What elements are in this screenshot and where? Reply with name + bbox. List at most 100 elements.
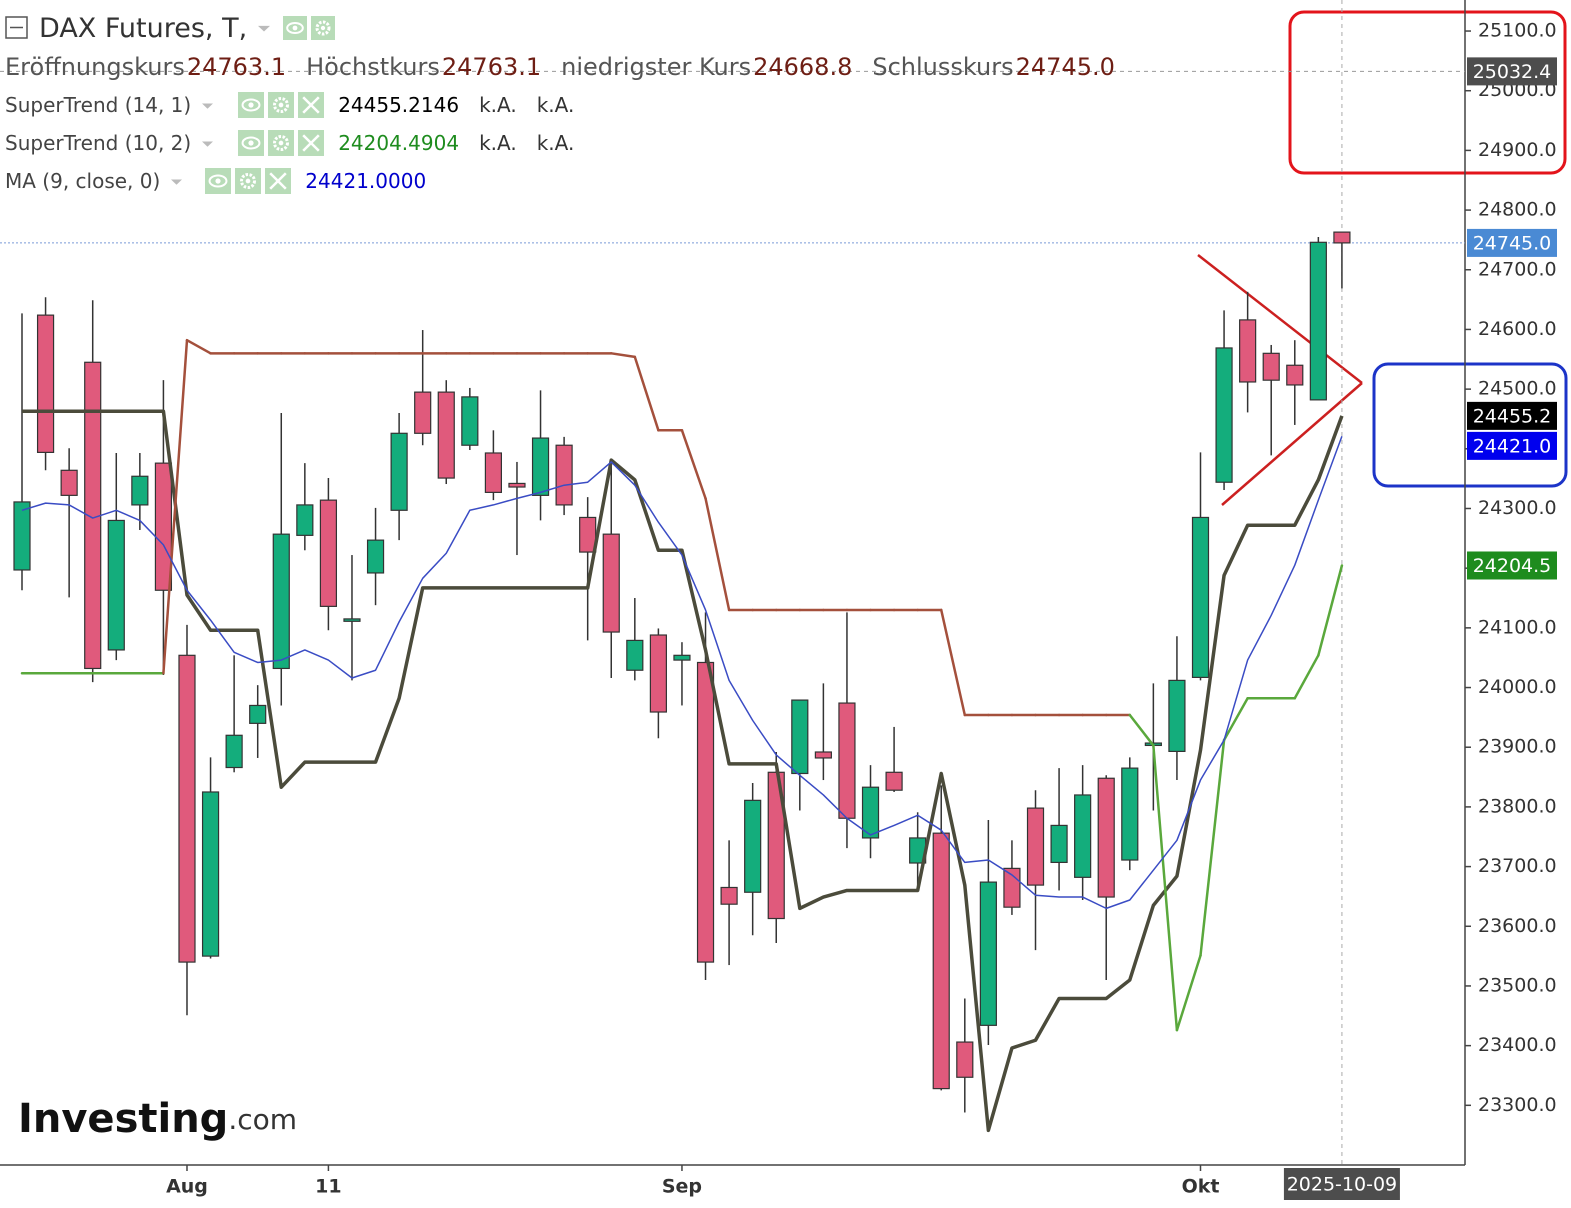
close-icon[interactable] [298, 92, 325, 118]
quote-value: 24745.0 [1015, 53, 1115, 81]
candle-body [861, 786, 880, 839]
price-badge-bg [1467, 228, 1557, 257]
candle-body [272, 533, 290, 670]
dropdown-caret[interactable] [170, 175, 183, 188]
indicator-segment [1317, 564, 1344, 657]
price-badge-bg [1467, 401, 1557, 430]
candle-body [154, 462, 173, 591]
chart-title: DAX Futures, T, [39, 12, 248, 44]
collapse-icon[interactable] [5, 16, 29, 40]
candle-body [579, 516, 597, 553]
icon-shape [286, 21, 304, 35]
candle-body [437, 391, 455, 479]
candle-body [1050, 824, 1068, 864]
candle-body [508, 482, 526, 488]
indicator-value: 24204.4904 [338, 131, 460, 155]
candle-body [1262, 352, 1280, 381]
annotation-line [1221, 382, 1363, 506]
candle-body [814, 751, 832, 759]
eye-icon[interactable] [283, 16, 308, 40]
quote-name: Schlusskurs [872, 53, 1014, 81]
y-tick-label: 23600.0 [1478, 915, 1557, 937]
gear-icon[interactable] [268, 92, 295, 118]
crosshair-badge-text: 25032.4 [1473, 61, 1552, 83]
candle-body [696, 661, 715, 963]
eye-icon[interactable] [238, 130, 265, 156]
x-tick-label: Okt [1182, 1176, 1220, 1198]
price-badge: 24745.0 [1467, 228, 1557, 257]
indicator-line [21, 436, 1343, 910]
candle-body [1191, 516, 1210, 678]
candle-body [649, 634, 667, 713]
price-badge: 24204.5 [1467, 551, 1557, 580]
quote-name: Eröffnungskurs [5, 53, 185, 81]
icon-shape [248, 102, 254, 108]
candle-body [838, 702, 856, 819]
dropdown-caret[interactable] [201, 137, 214, 150]
indicator-value: 24421.0000 [305, 169, 427, 193]
y-tick-label: 25100.0 [1478, 20, 1557, 42]
price-badge: 24421.0 [1467, 431, 1557, 460]
dropdown-caret[interactable] [257, 21, 271, 35]
indicator-row: SuperTrend (14, 1) 24455.2146 k.A. k.A. [5, 86, 1115, 124]
candle-body [531, 437, 550, 496]
y-tick-label: 24000.0 [1478, 676, 1557, 698]
x-tick-label: Sep [662, 1176, 702, 1198]
quote-name: niedrigster Kurs [561, 53, 752, 81]
x-tick-label: 11 [315, 1176, 341, 1198]
indicator-segment [1293, 654, 1320, 700]
candle-body [107, 519, 125, 651]
icon-shape [278, 102, 284, 108]
candle-body [744, 799, 762, 893]
icon-shape [208, 174, 228, 188]
candle-body [1215, 347, 1233, 483]
caret-shape [171, 179, 183, 185]
candle-body [343, 618, 361, 622]
indicator-icons [238, 92, 328, 118]
candle-body [1026, 807, 1045, 886]
candle-body [296, 504, 314, 536]
gear-icon[interactable] [268, 130, 295, 156]
close-icon[interactable] [265, 168, 292, 194]
caret-shape [202, 141, 214, 147]
annotation-line [1197, 254, 1363, 384]
indicator-na: k.A. [479, 93, 517, 117]
header: DAX Futures, T, Eröffnungskurs 24763.1 Höc… [5, 8, 1115, 200]
candle-body [414, 391, 432, 434]
price-badge-text: 24421.0 [1473, 435, 1552, 457]
price-badge-bg [1467, 431, 1557, 460]
indicator-icons [205, 168, 295, 194]
indicator-row: SuperTrend (10, 2) 24204.4904 k.A. k.A. [5, 124, 1115, 162]
price-badge-text: 24204.5 [1473, 555, 1552, 577]
y-tick-label: 23400.0 [1478, 1034, 1557, 1056]
candle-body [60, 469, 78, 496]
crosshair-badge-bg [1467, 57, 1557, 86]
candle-body [201, 791, 220, 957]
icon-shape [273, 135, 290, 151]
candle-body [461, 396, 479, 446]
y-tick-label: 23700.0 [1478, 855, 1557, 877]
indicator-segment [1128, 713, 1155, 747]
candle-body [885, 771, 903, 791]
candle-body [555, 444, 573, 506]
gear-icon[interactable] [235, 168, 262, 194]
candle-body [484, 452, 502, 493]
watermark-main: Investing [18, 1096, 228, 1142]
icon-shape [245, 178, 251, 184]
candle-body [319, 499, 338, 607]
indicator-segment [185, 338, 212, 355]
close-icon[interactable] [298, 130, 325, 156]
candle-body [1074, 794, 1092, 878]
indicator-segment [162, 338, 189, 675]
dropdown-caret[interactable] [201, 99, 214, 112]
gear-icon[interactable] [311, 16, 336, 40]
indicator-segment [1222, 697, 1249, 742]
icon-shape [302, 96, 320, 114]
candle-body [979, 881, 997, 1026]
eye-icon[interactable] [238, 92, 265, 118]
eye-icon[interactable] [205, 168, 232, 194]
